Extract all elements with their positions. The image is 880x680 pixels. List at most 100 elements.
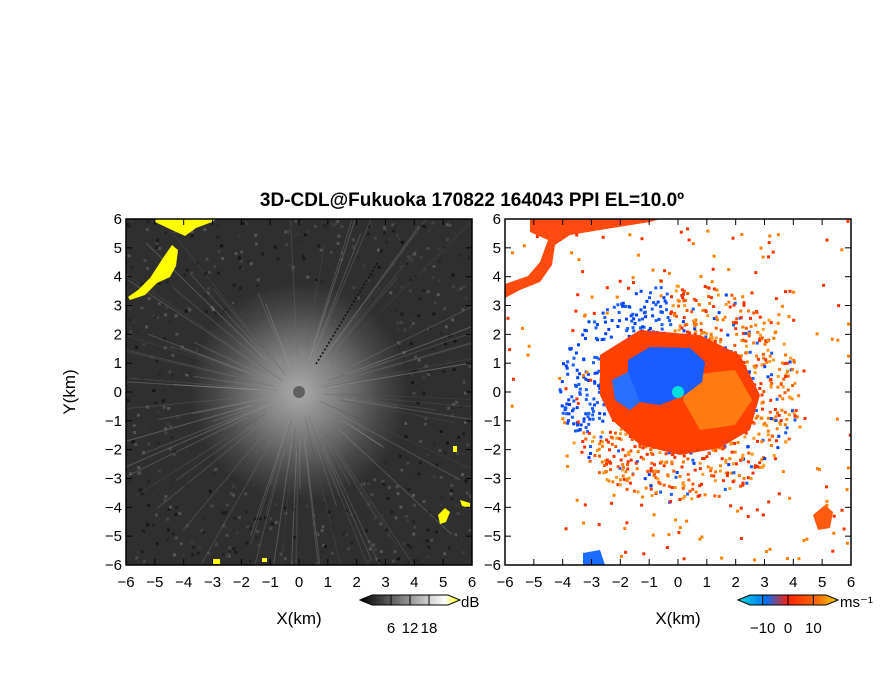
noise-cell xyxy=(416,401,420,405)
velocity-speckle-cell xyxy=(635,460,639,464)
velocity-speckle-cell xyxy=(601,419,605,423)
velocity-speckle-cell xyxy=(587,422,591,426)
velocity-speckle-cell xyxy=(728,457,732,461)
velocity-speckle-cell xyxy=(774,419,778,422)
velocity-speckle-cell xyxy=(791,409,794,413)
noise-cell xyxy=(427,545,431,549)
velocity-speckle-cell xyxy=(604,320,607,324)
velocity-speckle-cell xyxy=(683,323,687,327)
velocity-speckle-cell xyxy=(693,324,697,328)
velocity-speckle-cell xyxy=(773,457,777,461)
velocity-speckle-cell xyxy=(670,460,674,464)
velocity-speckle-cell xyxy=(683,298,687,302)
velocity-speckle-cell xyxy=(712,317,716,320)
velocity-speckle-cell xyxy=(788,289,792,293)
noise-cell xyxy=(158,247,162,250)
noise-cell xyxy=(390,510,394,514)
velocity-speckle-cell xyxy=(699,322,703,326)
velocity-speckle-cell xyxy=(598,416,601,420)
noise-cell xyxy=(204,272,207,276)
velocity-speckle-cell xyxy=(848,433,851,437)
velocity-speckle-cell xyxy=(746,445,750,449)
velocity-speckle-cell xyxy=(586,430,590,434)
velocity-speckle-cell xyxy=(740,233,744,236)
velocity-speckle-cell xyxy=(671,304,675,308)
velocity-speckle-cell xyxy=(626,460,630,464)
velocity-speckle-cell xyxy=(719,469,722,473)
noise-cell xyxy=(382,226,386,230)
velocity-speckle-cell xyxy=(754,416,758,420)
noise-cell xyxy=(357,296,361,300)
noise-cell xyxy=(228,528,232,532)
velocity-speckle-cell xyxy=(772,454,776,457)
noise-cell xyxy=(145,405,149,409)
noise-ray xyxy=(169,345,247,374)
velocity-speckle-cell xyxy=(783,362,786,366)
velocity-speckle-cell xyxy=(687,478,691,482)
velocity-colorbar-tick-label: 0 xyxy=(784,620,792,637)
velocity-speckle-cell xyxy=(741,456,744,460)
velocity-speckle-cell xyxy=(735,462,738,466)
velocity-speckle-cell xyxy=(762,390,766,393)
noise-cell xyxy=(135,346,139,349)
noise-ray xyxy=(250,443,284,544)
noise-ray xyxy=(319,426,378,520)
noise-cell xyxy=(130,266,134,269)
velocity-speckle-cell xyxy=(627,450,631,454)
noise-cell xyxy=(185,524,189,528)
noise-cell xyxy=(336,220,340,223)
velocity-speckle-cell xyxy=(571,363,575,367)
noise-cell xyxy=(134,343,138,347)
noise-cell xyxy=(324,226,328,230)
noise-ray xyxy=(126,349,265,385)
noise-cell xyxy=(461,473,464,477)
noise-cell xyxy=(427,372,431,376)
velocity-speckle-cell xyxy=(769,385,773,389)
noise-cell xyxy=(229,492,233,496)
velocity-speckle-cell xyxy=(698,484,702,488)
velocity-x-tick-label: −4 xyxy=(554,574,571,591)
noise-ray xyxy=(310,427,338,507)
noise-cell xyxy=(396,233,399,237)
noise-cell xyxy=(129,325,133,329)
noise-cell xyxy=(433,447,437,451)
velocity-speckle-cell xyxy=(728,305,732,309)
velocity-speckle-cell xyxy=(649,451,653,455)
velocity-speckle-cell xyxy=(733,450,737,454)
velocity-speckle-cell xyxy=(698,467,702,471)
velocity-speckle-cell xyxy=(654,476,658,480)
velocity-speckle-cell xyxy=(733,343,737,347)
velocity-speckle-cell xyxy=(640,503,644,507)
noise-cell xyxy=(156,441,160,445)
noise-ray xyxy=(265,303,291,370)
velocity-speckle-cell xyxy=(666,316,670,319)
velocity-speckle-cell xyxy=(714,315,718,319)
velocity-speckle-cell xyxy=(781,470,785,474)
noise-cell xyxy=(181,553,185,557)
velocity-speckle-cell xyxy=(589,445,592,449)
noise-ray xyxy=(338,428,452,535)
noise-cell xyxy=(368,224,372,228)
velocity-speckle-cell xyxy=(784,372,788,376)
velocity-speckle-cell xyxy=(693,321,697,325)
velocity-speckle-cell xyxy=(746,460,750,464)
velocity-speckle-cell xyxy=(568,403,571,406)
velocity-speckle-cell xyxy=(601,235,605,239)
velocity-x-tick-label: −2 xyxy=(612,574,629,591)
velocity-speckle-cell xyxy=(622,477,626,481)
velocity-speckle-cell xyxy=(777,413,781,417)
velocity-speckle-cell xyxy=(659,490,663,494)
noise-cell xyxy=(352,245,356,249)
noise-cell xyxy=(330,516,334,520)
velocity-speckle-cell xyxy=(636,490,640,494)
velocity-speckle-cell xyxy=(572,407,576,411)
noise-cell xyxy=(324,281,328,285)
noise-ray xyxy=(307,415,368,565)
velocity-speckle-cell xyxy=(659,279,663,283)
velocity-speckle-cell xyxy=(767,241,771,245)
noise-cell xyxy=(257,544,261,547)
velocity-speckle-cell xyxy=(709,469,713,473)
velocity-speckle-cell xyxy=(701,472,705,476)
velocity-speckle-cell xyxy=(797,557,801,561)
noise-cell xyxy=(450,483,454,487)
